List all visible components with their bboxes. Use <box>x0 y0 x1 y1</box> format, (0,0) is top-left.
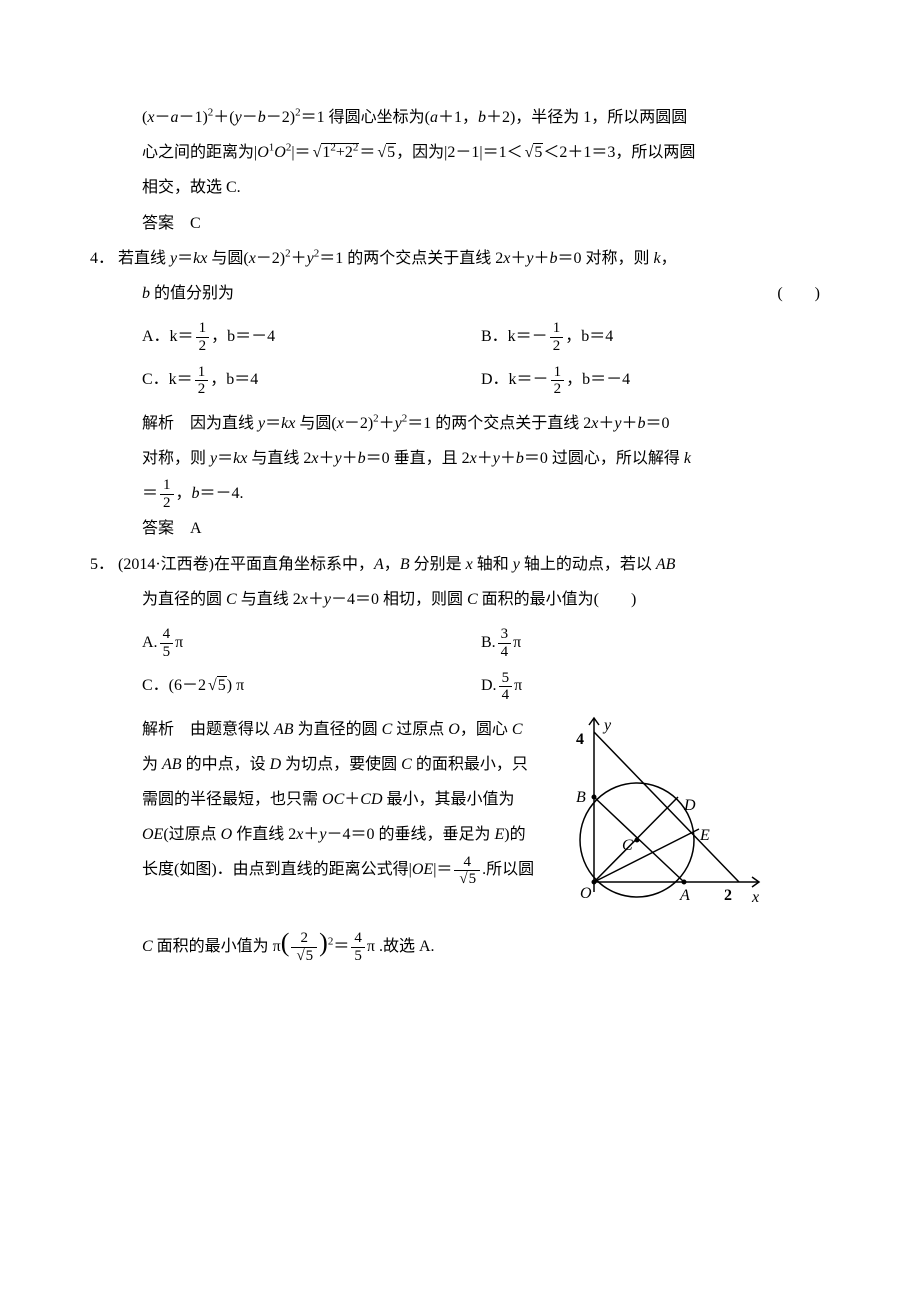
option-d: D.54π <box>481 668 820 703</box>
point-e-label: E <box>699 827 710 844</box>
option-c: C．(6－25) π <box>142 668 481 703</box>
answer-label: 答案 <box>142 520 174 537</box>
q4-options-row2: C．k＝12，b＝4 D．k＝－12，b＝－4 <box>90 362 820 397</box>
q5-explain-5: 长度(如图)．由点到直线的距离公式得|OE|＝45.所以圆 <box>120 852 534 887</box>
option-d: D．k＝－12，b＝－4 <box>481 362 820 397</box>
q5-figure: y x O A B C D E 4 2 <box>564 712 774 912</box>
answer-blank: ( ) <box>777 276 820 311</box>
q4-answer: 答案 A <box>90 511 820 546</box>
question-number: 4． <box>90 241 118 276</box>
q4-explain-2: 对称，则 y＝kx 与直线 2x＋y＋b＝0 垂直，且 2x＋y＋b＝0 过圆心… <box>90 441 820 476</box>
question-4: 4．若直线 y＝kx 与圆(x－2)2＋y2＝1 的两个交点关于直线 2x＋y＋… <box>90 241 820 547</box>
q4-options-row1: A．k＝12，b＝－4 B．k＝－12，b＝4 <box>90 319 820 354</box>
q4-explain-3: ＝12，b＝－4. <box>90 476 820 511</box>
axis-x-label: x <box>751 889 759 906</box>
point-c-label: C <box>622 837 633 854</box>
point-b-label: B <box>576 789 586 806</box>
q5-stem-line2: 为直径的圆 C 与直线 2x＋y－4＝0 相切，则圆 C 面积的最小值为( ) <box>90 582 820 617</box>
q5-explain-6: C 面积的最小值为 π(25)2＝45π .故选 A. <box>90 914 820 971</box>
option-b: B.34π <box>481 625 820 660</box>
tick-2: 2 <box>724 887 732 904</box>
q5-stem-line1: 5．(2014·江西卷)在平面直角坐标系中，A，B 分别是 x 轴和 y 轴上的… <box>90 547 820 582</box>
option-b: B．k＝－12，b＝4 <box>481 319 820 354</box>
q3-line3: 相交，故选 C. <box>90 170 820 205</box>
point-a-label: A <box>679 887 690 904</box>
option-a: A.45π <box>142 625 481 660</box>
answer-value: C <box>190 215 201 232</box>
question-5: 5．(2014·江西卷)在平面直角坐标系中，A，B 分别是 x 轴和 y 轴上的… <box>90 547 820 971</box>
explain-label: 解析 <box>142 415 174 432</box>
q5-options-row1: A.45π B.34π <box>90 625 820 660</box>
answer-label: 答案 <box>142 215 174 232</box>
q3-line2: 心之间的距离为|O1O2|＝12+22＝5，因为|2－1|＝1＜5＜2＋1＝3，… <box>90 135 820 170</box>
tick-4: 4 <box>576 731 584 748</box>
q3-line1: (x－a－1)2＋(y－b－2)2＝1 得圆心坐标为(a＋1，b＋2)，半径为 … <box>90 100 820 135</box>
q3-explanation-continued: (x－a－1)2＋(y－b－2)2＝1 得圆心坐标为(a＋1，b＋2)，半径为 … <box>90 100 820 241</box>
q4-stem-line1: 4．若直线 y＝kx 与圆(x－2)2＋y2＝1 的两个交点关于直线 2x＋y＋… <box>90 241 820 276</box>
q3-answer: 答案 C <box>90 206 820 241</box>
q5-explain-2: 为 AB 的中点，设 D 为切点，要使圆 C 的面积最小，只 <box>120 747 534 782</box>
answer-value: A <box>190 520 202 537</box>
q5-explain-1: 解析 由题意得以 AB 为直径的圆 C 过原点 O，圆心 C <box>120 712 534 747</box>
option-c: C．k＝12，b＝4 <box>142 362 481 397</box>
explain-label: 解析 <box>142 721 174 738</box>
question-number: 5． <box>90 547 118 582</box>
q5-explain-3: 需圆的半径最短，也只需 OC＋CD 最小，其最小值为 <box>120 782 534 817</box>
axis-y-label: y <box>602 717 612 734</box>
option-a: A．k＝12，b＝－4 <box>142 319 481 354</box>
geometry-diagram: y x O A B C D E 4 2 <box>564 712 764 912</box>
q5-explain-with-figure: 解析 由题意得以 AB 为直径的圆 C 过原点 O，圆心 C 为 AB 的中点，… <box>90 712 820 912</box>
q5-options-row2: C．(6－25) π D.54π <box>90 668 820 703</box>
q5-explain-4: OE(过原点 O 作直线 2x＋y－4＝0 的垂线，垂足为 E)的 <box>120 817 534 852</box>
origin-label: O <box>580 885 592 902</box>
q4-explain-1: 解析 因为直线 y＝kx 与圆(x－2)2＋y2＝1 的两个交点关于直线 2x＋… <box>90 406 820 441</box>
point-d-label: D <box>683 797 696 814</box>
q4-stem-line2: b 的值分别为 ( ) <box>90 276 820 311</box>
